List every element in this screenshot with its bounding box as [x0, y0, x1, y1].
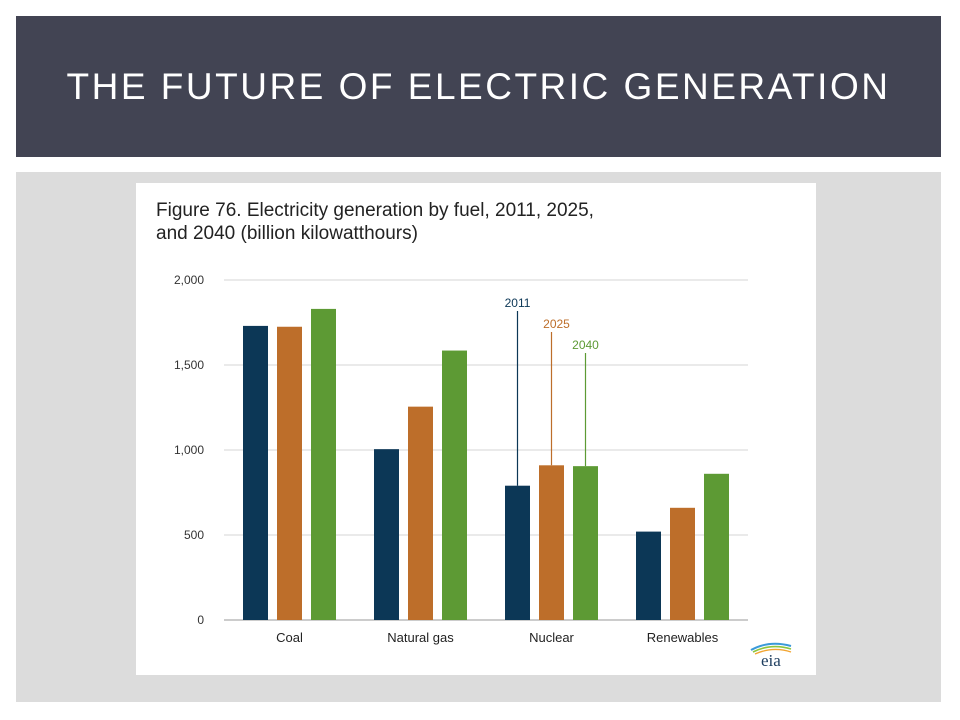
x-category-label: Renewables	[647, 630, 719, 645]
figure-card: Figure 76. Electricity generation by fue…	[136, 183, 816, 675]
y-tick-label: 1,000	[174, 443, 204, 457]
x-category-label: Coal	[276, 630, 303, 645]
bar-coal-2011	[243, 325, 268, 620]
bar-coal-2040	[311, 308, 336, 620]
slide-title: THE FUTURE OF ELECTRIC GENERATION	[66, 66, 891, 107]
chart-title: Figure 76. Electricity generation by fue…	[156, 199, 756, 245]
bar-renewables-2040	[704, 473, 729, 620]
bar-renewables-2011	[636, 531, 661, 620]
x-category-label: Natural gas	[387, 630, 454, 645]
bar-coal-2025	[277, 326, 302, 620]
chart-title-line-1: Figure 76. Electricity generation by fue…	[156, 200, 594, 221]
y-tick-label: 1,500	[174, 358, 204, 372]
y-tick-label: 2,000	[174, 273, 204, 287]
x-category-label: Nuclear	[529, 630, 574, 645]
legend-label-2040: 2040	[572, 338, 599, 352]
bar-natural-gas-2040	[442, 350, 467, 620]
legend-label-2011: 2011	[505, 296, 531, 310]
bar-renewables-2025	[670, 507, 695, 620]
y-tick-label: 0	[197, 613, 204, 627]
eia-logo-text: eia	[761, 651, 781, 668]
eia-logo-mark: eia	[750, 642, 792, 668]
legend-label-2025: 2025	[543, 317, 570, 331]
bar-natural-gas-2011	[374, 449, 399, 620]
eia-logo: eia	[747, 640, 797, 668]
title-banner: THE FUTURE OF ELECTRIC GENERATION	[16, 16, 941, 157]
bar-nuclear-2025	[539, 465, 564, 620]
bar-nuclear-2040	[573, 466, 598, 620]
bar-natural-gas-2025	[408, 406, 433, 620]
chart-title-line-2: and 2040 (billion kilowatthours)	[156, 223, 418, 244]
y-tick-label: 500	[184, 528, 204, 542]
bar-chart: 0 500 1,000 1,500 2,000 Coal Natural gas Nuclea…	[174, 273, 748, 645]
bar-nuclear-2011	[505, 485, 530, 620]
